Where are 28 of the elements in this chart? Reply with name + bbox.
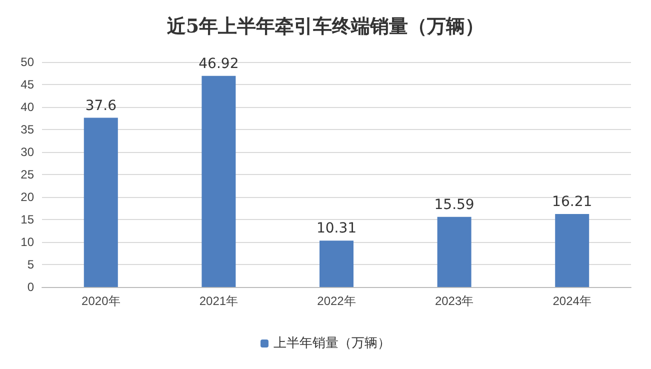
chart-title: 近5年上半年牵引车终端销量（万辆） (166, 16, 484, 38)
data-label: 15.59 (434, 196, 474, 213)
y-tick-label: 45 (20, 78, 34, 92)
bar (555, 214, 590, 287)
y-tick-label: 0 (27, 280, 34, 294)
x-tick-label: 2021年 (199, 294, 238, 308)
x-tick-label: 2023年 (434, 294, 474, 308)
x-tick-label: 2020年 (82, 294, 120, 308)
data-label: 10.31 (316, 220, 357, 237)
data-label: 37.6 (85, 98, 117, 114)
x-tick-label: 2022年 (317, 294, 356, 308)
bar (320, 240, 354, 287)
y-tick-label: 50 (20, 55, 34, 69)
y-tick-label: 30 (20, 145, 34, 159)
bar (437, 216, 472, 287)
y-tick-label: 40 (20, 100, 34, 114)
bar (202, 76, 236, 287)
y-tick-label: 15 (20, 212, 34, 226)
y-tick-label: 35 (20, 122, 34, 136)
y-tick-label: 20 (20, 190, 34, 204)
y-tick-label: 25 (20, 168, 34, 182)
y-tick-label: 5 (27, 258, 34, 272)
legend-label: 上半年销量（万辆） (274, 336, 390, 351)
x-tick-label: 2024年 (552, 294, 592, 308)
bar (84, 118, 118, 287)
data-label: 16.21 (552, 194, 592, 210)
y-tick-label: 10 (20, 235, 34, 249)
data-label: 46.92 (198, 56, 239, 72)
